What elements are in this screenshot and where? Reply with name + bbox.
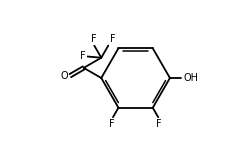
Text: F: F [91, 34, 97, 44]
Text: O: O [60, 71, 68, 81]
Text: F: F [109, 34, 115, 44]
Text: F: F [156, 119, 162, 129]
Text: OH: OH [184, 73, 199, 83]
Text: F: F [80, 51, 86, 61]
Text: F: F [109, 119, 115, 129]
